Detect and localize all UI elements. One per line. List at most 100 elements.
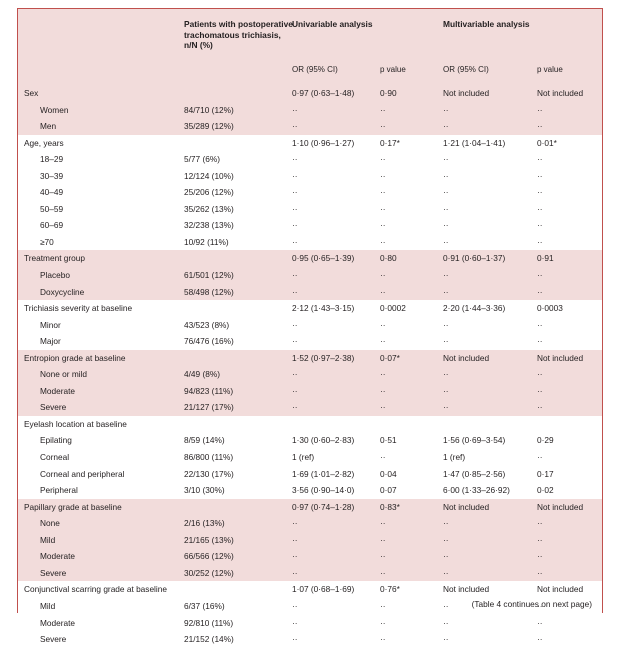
multivariable-p: ·· — [537, 187, 543, 198]
table-row: Doxycycline 58/498 (12%) ·· ·· ·· ·· — [18, 284, 602, 301]
univariable-p: ·· — [380, 551, 386, 562]
header-or-univariable: OR (95% CI) — [292, 65, 338, 74]
univariable-or: ·· — [292, 634, 298, 645]
row-label: Doxycycline — [40, 286, 85, 297]
multivariable-or: ·· — [443, 600, 449, 611]
table-row: 40–49 25/206 (12%) ·· ·· ·· ·· — [18, 184, 602, 201]
univariable-or: 1·30 (0·60–2·83) — [292, 435, 355, 446]
group-row: Sex 0·97 (0·63–1·48) 0·90 Not included Not i… — [18, 85, 602, 102]
patients-count: 5/77 (6%) — [184, 154, 220, 165]
multivariable-or: ·· — [443, 121, 449, 132]
table-row: Corneal and peripheral 22/130 (17%) 1·69 (… — [18, 465, 602, 483]
table-row: 50–59 35/262 (13%) ·· ·· ·· ·· — [18, 200, 602, 218]
row-label: Men — [40, 121, 57, 132]
univariable-or: 0·97 (0·63–1·48) — [292, 88, 355, 98]
multivariable-or: ·· — [443, 104, 449, 115]
multivariable-or: ·· — [443, 336, 449, 347]
multivariable-or: ·· — [443, 203, 449, 214]
multivariable-or: Not included — [443, 501, 490, 512]
multivariable-or: ·· — [443, 187, 449, 198]
patients-count: 10/92 (11%) — [184, 236, 229, 247]
multivariable-p: ·· — [537, 617, 543, 628]
multivariable-or: ·· — [443, 170, 449, 181]
patients-count: 84/710 (12%) — [184, 104, 234, 115]
row-label: Entropion grade at baseline — [24, 352, 126, 363]
univariable-p: 0·07 — [380, 485, 397, 496]
patients-count: 92/810 (11%) — [184, 617, 234, 628]
univariable-p: 0·17* — [380, 137, 400, 148]
table-footnote: (Table 4 continues on next page) — [471, 599, 592, 609]
group-row: Age, years 1·10 (0·96–1·27) 0·17* 1·21 (1·0… — [18, 134, 602, 152]
table-body: Sex 0·97 (0·63–1·48) 0·90 Not included Not i… — [18, 85, 602, 648]
table-row: Moderate 94/823 (11%) ·· ·· ·· ·· — [18, 383, 602, 400]
univariable-p: 0·07* — [380, 352, 400, 363]
multivariable-p: Not included — [537, 352, 584, 363]
multivariable-p: ·· — [537, 270, 543, 281]
row-label: None or mild — [40, 369, 88, 380]
group-row: Eyelash location at baseline — [18, 415, 602, 433]
header-or-multivariable: OR (95% CI) — [443, 65, 489, 74]
univariable-p: ·· — [380, 187, 386, 198]
univariable-or: ·· — [292, 567, 298, 578]
univariable-or: 1·07 (0·68–1·69) — [292, 584, 355, 595]
row-label: Trichiasis severity at baseline — [24, 303, 133, 314]
multivariable-or: ·· — [443, 518, 449, 529]
multivariable-p: ·· — [537, 336, 543, 347]
patients-count: 30/252 (12%) — [184, 567, 234, 578]
multivariable-p: ·· — [537, 600, 543, 611]
patients-count: 21/127 (17%) — [184, 402, 234, 413]
table-row: Epilating 8/59 (14%) 1·30 (0·60–2·83) 0·51 1… — [18, 432, 602, 450]
row-label: Corneal and peripheral — [40, 468, 125, 479]
multivariable-or: 1 (ref) — [443, 452, 466, 463]
univariable-or: ·· — [292, 402, 298, 413]
group-row: Entropion grade at baseline 1·52 (0·97–2·… — [18, 350, 602, 367]
univariable-p: 0·0002 — [380, 303, 406, 314]
multivariable-or: ·· — [443, 154, 449, 165]
univariable-or: ·· — [292, 369, 298, 380]
group-row: Trichiasis severity at baseline 2·12 (1·4… — [18, 300, 602, 317]
multivariable-p: 0·0003 — [537, 303, 563, 314]
multivariable-p: Not included — [537, 88, 584, 98]
univariable-p: 0·04 — [380, 468, 397, 479]
univariable-p: ·· — [380, 518, 386, 529]
univariable-or: ·· — [292, 104, 298, 115]
patients-count: 35/289 (12%) — [184, 121, 234, 132]
row-label: Minor — [40, 319, 61, 330]
table-panel: Patients with postoperative trachomatous… — [17, 8, 603, 648]
univariable-or: 3·56 (0·90–14·0) — [292, 485, 355, 496]
multivariable-or: ·· — [443, 220, 449, 231]
table-row: Mild 21/165 (13%) ·· ·· ·· ·· — [18, 532, 602, 549]
univariable-or: ·· — [292, 286, 298, 297]
row-label: Moderate — [40, 617, 76, 628]
multivariable-or: ·· — [443, 402, 449, 413]
univariable-or: ·· — [292, 617, 298, 628]
multivariable-p: 0·91 — [537, 253, 554, 264]
patients-count: 6/37 (16%) — [184, 600, 225, 611]
row-label: Moderate — [40, 385, 76, 396]
multivariable-or: ·· — [443, 534, 449, 545]
patients-count: 12/124 (10%) — [184, 170, 234, 181]
row-label: 40–49 — [40, 187, 64, 198]
row-label: Eyelash location at baseline — [24, 418, 127, 429]
table-row: 30–39 12/124 (10%) ·· ·· ·· ·· — [18, 167, 602, 185]
multivariable-or: ·· — [443, 270, 449, 281]
multivariable-p: ·· — [537, 634, 543, 645]
univariable-p: ·· — [380, 286, 386, 297]
row-label: Women — [40, 104, 69, 115]
table-row: 18–29 5/77 (6%) ·· ·· ·· ·· — [18, 151, 602, 168]
univariable-or: ·· — [292, 220, 298, 231]
multivariable-or: 1·56 (0·69–3·54) — [443, 435, 506, 446]
multivariable-or: 2·20 (1·44–3·36) — [443, 303, 506, 314]
table-row: Severe 30/252 (12%) ·· ·· ·· ·· — [18, 565, 602, 582]
table-row: Placebo 61/501 (12%) ·· ·· ·· ·· — [18, 267, 602, 284]
table-row: 60–69 32/238 (13%) ·· ·· ·· ·· — [18, 217, 602, 234]
row-label: Epilating — [40, 435, 72, 446]
row-label: Severe — [40, 634, 67, 645]
univariable-p: 0·51 — [380, 435, 397, 446]
multivariable-p: ·· — [537, 203, 543, 214]
multivariable-p: ·· — [537, 518, 543, 529]
row-label: None — [40, 518, 60, 529]
univariable-p: ·· — [380, 121, 386, 132]
univariable-p: ·· — [380, 236, 386, 247]
multivariable-p: ·· — [537, 121, 543, 132]
